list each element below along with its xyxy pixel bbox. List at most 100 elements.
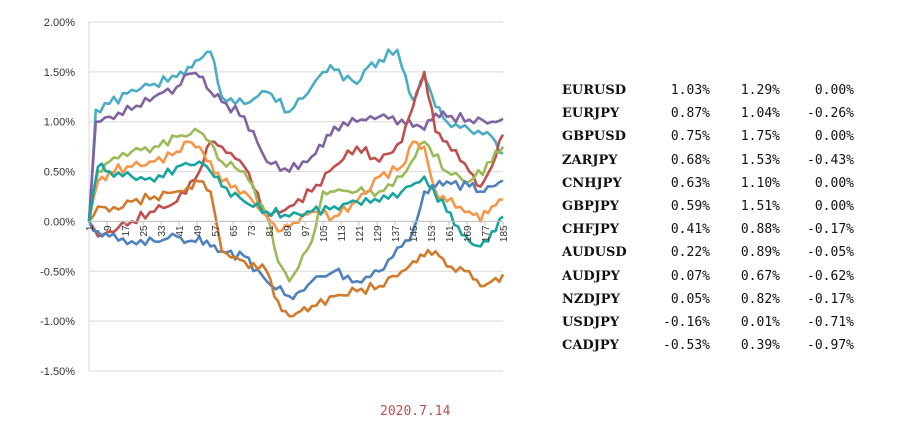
date-label: 2020.7.14 (380, 404, 451, 419)
y-axis-tick-labels: 2.00% 1.50% 1.00% 0.50% 0.00% -0.50% -1.00% -1.… (40, 17, 75, 378)
y-tick-label: -1.00% (40, 316, 75, 328)
value-2-cell: 1.51% (740, 199, 780, 215)
x-tick-label: 177 (481, 225, 492, 242)
x-tick-label: 49 (193, 225, 204, 237)
value-1-cell: 0.41% (670, 222, 710, 238)
series-line (87, 127, 505, 283)
value-3-cell: -0.17% (807, 291, 854, 307)
x-tick-label: 65 (229, 225, 240, 237)
value-2-cell: 1.53% (740, 152, 780, 168)
series-lines (87, 48, 505, 318)
table-row: AUDJPY 0.07% 0.67% -0.62% (562, 265, 854, 288)
table-row: EURUSD 1.03% 1.29% 0.00% (562, 79, 854, 102)
x-tick-label: 161 (445, 225, 456, 242)
pair-cell: GBPUSD (562, 129, 626, 145)
value-3-cell: -0.43% (807, 152, 854, 168)
x-tick-label: 9 (103, 225, 114, 231)
value-2-cell: 0.39% (740, 338, 780, 354)
value-3-cell: -0.71% (807, 314, 854, 330)
value-1-cell: 1.03% (670, 83, 710, 99)
x-tick-label: 153 (427, 225, 438, 242)
series-line (87, 160, 504, 248)
table-row: ZARJPY 0.68% 1.53% -0.43% (562, 149, 854, 172)
value-2-cell: 1.04% (740, 106, 780, 122)
x-tick-label: 1 (85, 225, 96, 231)
series-line (87, 179, 504, 301)
table-row: EURJPY 0.87% 1.04% -0.26% (562, 102, 854, 125)
value-2-cell: 1.75% (740, 129, 780, 145)
x-axis-tick-labels: 1 9 17 25 33 41 49 57 65 73 81 89 97 105 113 121 129 137 1… (85, 225, 510, 242)
value-3-cell: -0.97% (807, 338, 854, 354)
pair-cell: EURUSD (562, 83, 627, 99)
x-tick-label: 129 (373, 225, 384, 242)
value-2-cell: 0.89% (740, 245, 780, 261)
pair-cell: CADJPY (562, 338, 619, 354)
value-2-cell: 1.10% (740, 175, 780, 191)
pair-cell: EURJPY (562, 106, 620, 122)
value-3-cell: -0.62% (807, 268, 854, 284)
x-tick-label: 137 (391, 225, 402, 242)
x-tick-label: 89 (283, 225, 294, 237)
pair-cell: NZDJPY (562, 291, 620, 307)
series-line (87, 70, 505, 238)
pair-cell: GBPJPY (562, 199, 620, 215)
series-line (87, 140, 504, 233)
x-tick-label: 121 (355, 225, 366, 242)
pair-cell: ZARJPY (562, 152, 618, 168)
x-tick-label: 57 (211, 225, 222, 237)
value-3-cell: -0.26% (807, 106, 854, 122)
x-tick-label: 33 (157, 225, 168, 237)
value-1-cell: 0.75% (670, 129, 710, 145)
y-tick-label: 0.00% (44, 216, 75, 228)
value-1-cell: 0.07% (670, 268, 710, 284)
y-tick-label: -1.50% (40, 366, 75, 378)
value-2-cell: 1.29% (740, 83, 780, 99)
rate-table-body: EURUSD 1.03% 1.29% 0.00% EURJPY 0.87% 1.04% -0.… (562, 79, 854, 357)
x-tick-label: 113 (337, 225, 348, 241)
x-tick-label: 41 (175, 225, 186, 237)
value-3-cell: 0.00% (814, 129, 854, 145)
value-3-cell: -0.17% (807, 222, 854, 238)
pair-cell: CHFJPY (562, 222, 620, 238)
value-1-cell: 0.22% (670, 245, 710, 261)
value-1-cell: -0.53% (663, 338, 710, 354)
table-row: NZDJPY 0.05% 0.82% -0.17% (562, 288, 854, 311)
y-tick-label: -0.50% (40, 266, 75, 278)
pair-cell: USDJPY (562, 314, 620, 330)
x-tick-label: 81 (265, 225, 276, 237)
value-1-cell: 0.59% (670, 199, 710, 215)
y-tick-label: 1.00% (44, 117, 75, 129)
table-row: GBPJPY 0.59% 1.51% 0.00% (562, 195, 854, 218)
pair-cell: CNHJPY (562, 175, 622, 191)
pair-cell: AUDUSD (562, 245, 627, 261)
pair-cell: AUDJPY (562, 268, 620, 284)
value-2-cell: 0.82% (740, 291, 780, 307)
y-tick-label: 0.50% (44, 167, 75, 179)
table-row: GBPUSD 0.75% 1.75% 0.00% (562, 125, 854, 148)
x-tick-label: 17 (121, 225, 132, 237)
value-1-cell: 0.87% (670, 106, 710, 122)
value-2-cell: 0.88% (740, 222, 780, 238)
rate-table: EURUSD 1.03% 1.29% 0.00% EURJPY 0.87% 1.04% -0.… (562, 79, 854, 357)
x-axis-tick-marks (88, 221, 504, 226)
value-1-cell: 0.63% (670, 175, 710, 191)
value-1-cell: -0.16% (663, 314, 710, 330)
x-tick-label: 73 (247, 225, 258, 237)
table-row: AUDUSD 0.22% 0.89% -0.05% (562, 241, 854, 264)
value-1-cell: 0.68% (670, 152, 710, 168)
line-chart: 2.00% 1.50% 1.00% 0.50% 0.00% -0.50% -1.00% -1.… (40, 17, 510, 378)
table-row: CNHJPY 0.63% 1.10% 0.00% (562, 172, 854, 195)
x-tick-label: 145 (409, 225, 420, 242)
y-tick-label: 1.50% (44, 67, 75, 79)
x-tick-label: 105 (319, 225, 330, 242)
value-2-cell: 0.67% (740, 268, 780, 284)
value-2-cell: 0.01% (740, 314, 780, 330)
x-tick-label: 25 (139, 225, 150, 237)
table-row: USDJPY -0.16% 0.01% -0.71% (562, 311, 854, 334)
value-3-cell: 0.00% (814, 83, 854, 99)
value-1-cell: 0.05% (670, 291, 710, 307)
series-line (87, 179, 505, 318)
series-line (87, 48, 504, 222)
value-3-cell: -0.05% (807, 245, 854, 261)
y-tick-label: 2.00% (44, 17, 75, 29)
